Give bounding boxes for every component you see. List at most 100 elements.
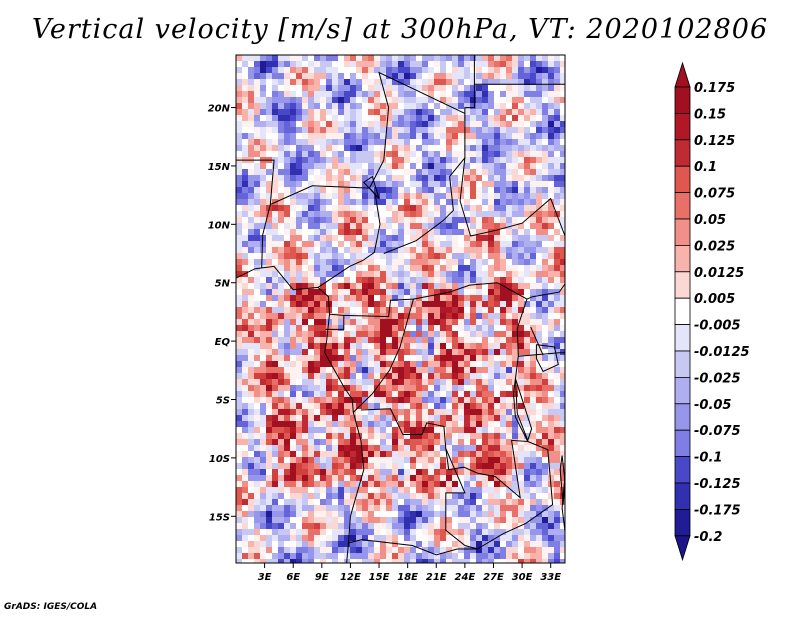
field-cell bbox=[530, 151, 537, 158]
field-cell bbox=[440, 379, 447, 386]
field-cell bbox=[482, 61, 489, 68]
field-cell bbox=[260, 553, 267, 560]
field-cell bbox=[506, 205, 513, 212]
field-cell bbox=[272, 187, 279, 194]
field-cell bbox=[428, 181, 435, 188]
field-cell bbox=[458, 133, 465, 140]
field-cell bbox=[488, 535, 495, 542]
field-cell bbox=[470, 313, 477, 320]
field-cell bbox=[368, 73, 375, 80]
field-cell bbox=[500, 199, 507, 206]
field-cell bbox=[260, 277, 267, 284]
field-cell bbox=[320, 127, 327, 134]
field-cell bbox=[332, 343, 339, 350]
field-cell bbox=[392, 349, 399, 356]
field-cell bbox=[542, 79, 549, 86]
field-cell bbox=[362, 337, 369, 344]
field-cell bbox=[488, 343, 495, 350]
field-cell bbox=[398, 151, 405, 158]
field-cell bbox=[482, 175, 489, 182]
field-cell bbox=[290, 115, 297, 122]
field-cell bbox=[488, 295, 495, 302]
field-cell bbox=[446, 229, 453, 236]
field-cell bbox=[308, 487, 315, 494]
field-cell bbox=[560, 67, 565, 74]
field-cell bbox=[452, 349, 459, 356]
field-cell bbox=[392, 331, 399, 338]
field-cell bbox=[284, 247, 291, 254]
field-cell bbox=[302, 541, 309, 548]
field-cell bbox=[272, 253, 279, 260]
field-cell bbox=[428, 97, 435, 104]
field-cell bbox=[416, 319, 423, 326]
field-cell bbox=[356, 379, 363, 386]
field-cell bbox=[464, 85, 471, 92]
field-cell bbox=[494, 427, 501, 434]
field-cell bbox=[530, 241, 537, 248]
field-cell bbox=[518, 253, 525, 260]
field-cell bbox=[272, 229, 279, 236]
field-cell bbox=[434, 445, 441, 452]
field-cell bbox=[242, 415, 249, 422]
field-cell bbox=[560, 343, 565, 350]
field-cell bbox=[362, 253, 369, 260]
field-cell bbox=[248, 343, 255, 350]
field-cell bbox=[242, 277, 249, 284]
field-cell bbox=[338, 475, 345, 482]
field-cell bbox=[260, 265, 267, 272]
field-cell bbox=[368, 295, 375, 302]
field-cell bbox=[302, 253, 309, 260]
field-cell bbox=[422, 145, 429, 152]
field-cell bbox=[518, 379, 525, 386]
field-cell bbox=[326, 121, 333, 128]
field-cell bbox=[530, 433, 537, 440]
field-cell bbox=[284, 313, 291, 320]
field-cell bbox=[470, 169, 477, 176]
field-cell bbox=[356, 463, 363, 470]
field-cell bbox=[536, 517, 543, 524]
field-cell bbox=[248, 181, 255, 188]
field-cell bbox=[428, 451, 435, 458]
field-cell bbox=[434, 103, 441, 110]
field-cell bbox=[422, 343, 429, 350]
field-cell bbox=[386, 541, 393, 548]
field-cell bbox=[326, 205, 333, 212]
field-cell bbox=[452, 121, 459, 128]
field-cell bbox=[344, 313, 351, 320]
field-cell bbox=[530, 109, 537, 116]
field-cell bbox=[518, 355, 525, 362]
field-cell bbox=[236, 247, 243, 254]
field-cell bbox=[326, 175, 333, 182]
field-cell bbox=[302, 103, 309, 110]
field-cell bbox=[332, 451, 339, 458]
field-cell bbox=[320, 535, 327, 542]
field-cell bbox=[380, 427, 387, 434]
field-cell bbox=[404, 163, 411, 170]
field-cell bbox=[260, 469, 267, 476]
field-cell bbox=[290, 493, 297, 500]
field-cell bbox=[320, 151, 327, 158]
field-cell bbox=[458, 433, 465, 440]
field-cell bbox=[554, 55, 561, 62]
field-cell bbox=[506, 259, 513, 266]
field-cell bbox=[452, 283, 459, 290]
field-cell bbox=[242, 103, 249, 110]
field-cell bbox=[290, 361, 297, 368]
field-cell bbox=[512, 169, 519, 176]
lon-tick-label: 9E bbox=[315, 572, 329, 583]
field-cell bbox=[344, 259, 351, 266]
field-cell bbox=[452, 103, 459, 110]
field-cell bbox=[284, 163, 291, 170]
field-cell bbox=[512, 523, 519, 530]
field-cell bbox=[536, 379, 543, 386]
field-cell bbox=[428, 169, 435, 176]
field-cell bbox=[530, 511, 537, 518]
field-cell bbox=[374, 385, 381, 392]
field-cell bbox=[512, 475, 519, 482]
field-cell bbox=[428, 79, 435, 86]
field-cell bbox=[452, 115, 459, 122]
field-cell bbox=[434, 163, 441, 170]
field-cell bbox=[272, 301, 279, 308]
field-cell bbox=[398, 223, 405, 230]
field-cell bbox=[308, 67, 315, 74]
